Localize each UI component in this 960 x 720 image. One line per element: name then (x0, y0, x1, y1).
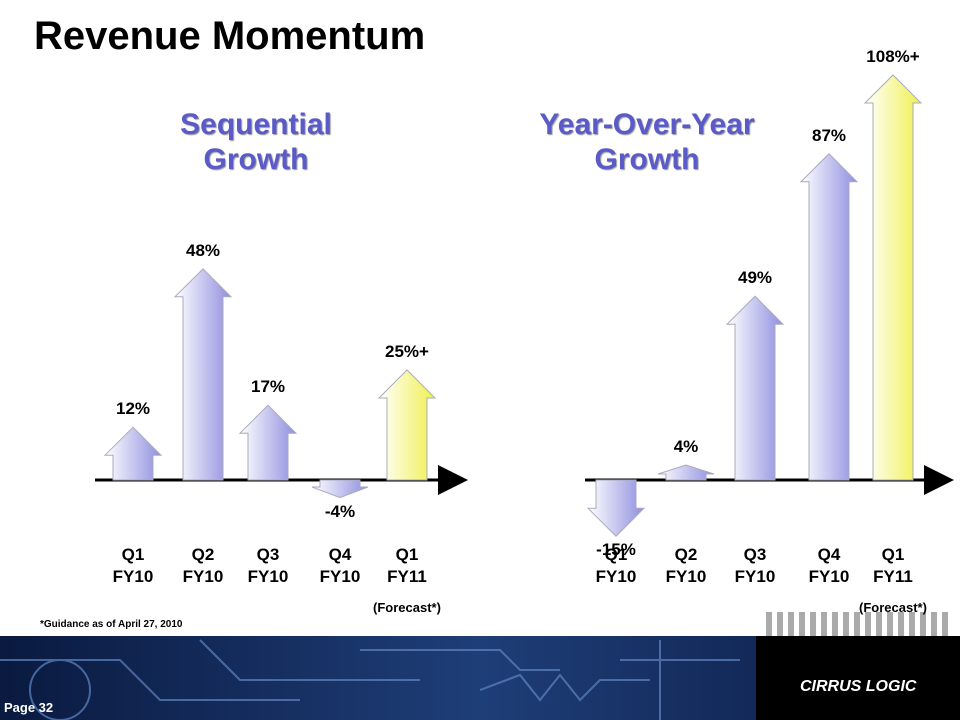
x-tick-label: Q4 FY10 (808, 545, 850, 587)
arrow (238, 404, 298, 481)
chip-pin (854, 612, 860, 636)
value-label: 17% (250, 377, 286, 397)
value-label: 87% (811, 125, 847, 145)
arrow (657, 464, 715, 481)
chip-pin (876, 612, 882, 636)
arrow (586, 479, 646, 537)
value-label: 4% (673, 437, 699, 456)
chip-pin (832, 612, 838, 636)
chart-title: Sequential Growth (180, 108, 332, 176)
chip-pin (821, 612, 827, 636)
chip-pin (843, 612, 849, 636)
arrow (311, 479, 369, 499)
arrow (103, 426, 163, 481)
circuit-art (0, 639, 740, 720)
logo: CIRRUS LOGIC (800, 678, 917, 695)
x-tick-label: Q2 FY10 (665, 545, 707, 587)
logo-box (756, 636, 960, 720)
chip-pin (909, 612, 915, 636)
chip-pins (766, 612, 948, 636)
value-label: -15% (596, 540, 636, 560)
chip-pin (788, 612, 794, 636)
value-label: 49% (737, 268, 773, 288)
arrow (377, 369, 437, 481)
chip-pin (942, 612, 948, 636)
forecast-note: (Forecast*) (373, 600, 441, 615)
forecast-note: (Forecast*) (859, 600, 927, 615)
value-label: 108%+ (866, 47, 920, 66)
x-tick-label: Q3 FY10 (247, 545, 289, 587)
value-label: 48% (185, 240, 221, 260)
value-label: 12% (115, 399, 151, 419)
chip-pin (898, 612, 904, 636)
footnote: *Guidance as of April 27, 2010 (40, 619, 183, 630)
chip-pin (799, 612, 805, 636)
x-tick-label: Q1 FY10 (112, 545, 154, 587)
arrow (799, 153, 859, 481)
x-tick-label: Q1 FY10 (595, 545, 637, 587)
chip-pin (931, 612, 937, 636)
chip-pin (920, 612, 926, 636)
chip-pin (810, 612, 816, 636)
x-tick-label: Q1 FY11 (387, 545, 427, 587)
x-tick-label: Q3 FY10 (734, 545, 776, 587)
chart-title: Year-Over-Year Growth (539, 108, 755, 176)
chip-pin (766, 612, 772, 636)
arrow (725, 295, 785, 481)
value-label: -4% (324, 501, 356, 521)
slide-title: Revenue Momentum (34, 14, 426, 58)
chip-pin (887, 612, 893, 636)
x-tick-label: Q2 FY10 (182, 545, 224, 587)
arrow (173, 268, 233, 481)
arrow (863, 74, 923, 481)
chip-pin (865, 612, 871, 636)
page-number: Page 32 (4, 700, 54, 715)
x-tick-label: Q1 FY11 (873, 545, 913, 587)
x-tick-label: Q4 FY10 (319, 545, 361, 587)
chip-pin (777, 612, 783, 636)
value-label: 25%+ (385, 342, 429, 361)
